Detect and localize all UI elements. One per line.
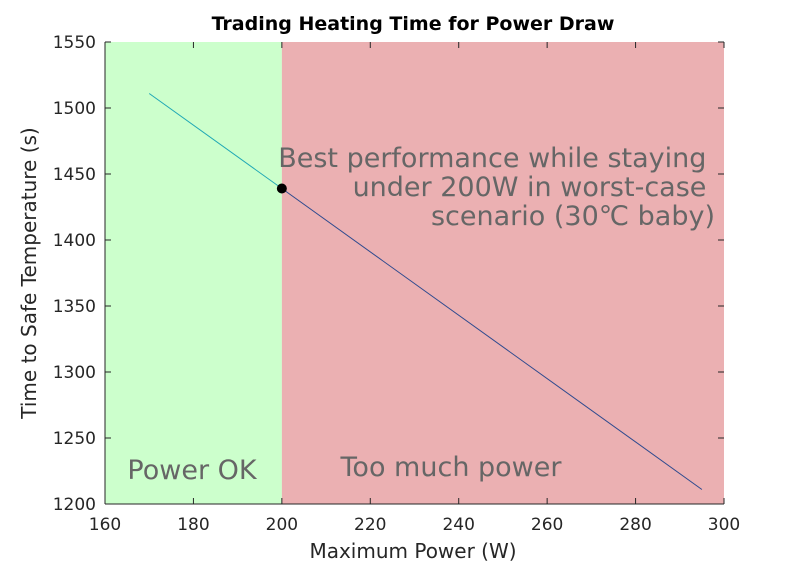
- y-tick-label-1200: 1200: [53, 495, 96, 515]
- annotation-line-3: scenario (30℃ baby): [431, 201, 715, 232]
- y-tick-label-1350: 1350: [53, 297, 96, 317]
- ticks: 160 180 200 220 240 260 280 300 1200 1250 1300 1350…: [53, 33, 740, 535]
- series-0-segment-0: [148, 93, 283, 189]
- y-tick-label-1250: 1250: [53, 429, 96, 449]
- x-tick-label-200: 200: [266, 515, 298, 535]
- y-tick-label-1450: 1450: [53, 165, 96, 185]
- chart-title: Trading Heating Time for Power Draw: [212, 13, 615, 35]
- x-tick-label-160: 160: [89, 515, 121, 535]
- x-tick-label-300: 300: [708, 515, 740, 535]
- y-axis-label: Time to Safe Temperature (s): [17, 127, 41, 419]
- y-tick-label-1300: 1300: [53, 363, 96, 383]
- annotation-line-2: under 200W in worst-case: [353, 172, 707, 203]
- region-power-ok: [105, 42, 282, 504]
- series-0-segment-1: [281, 188, 703, 490]
- series-group: [148, 93, 703, 490]
- x-tick-label-280: 280: [619, 515, 651, 535]
- x-tick-label-240: 240: [442, 515, 474, 535]
- x-tick-label-220: 220: [354, 515, 386, 535]
- annotation-text: Best performance while staying under 200…: [278, 143, 715, 232]
- axes: [104, 42, 724, 505]
- optimal-point-marker: [276, 183, 287, 194]
- x-tick-label-260: 260: [531, 515, 563, 535]
- x-tick-label-180: 180: [177, 515, 209, 535]
- region-label-power-ok: Power OK: [127, 455, 257, 486]
- y-tick-label-1500: 1500: [53, 99, 96, 119]
- background-regions: [105, 42, 724, 504]
- region-label-too-much-power: Too much power: [340, 452, 563, 483]
- y-tick-label-1400: 1400: [53, 231, 96, 251]
- y-tick-label-1550: 1550: [53, 33, 96, 53]
- x-axis-label: Maximum Power (W): [309, 539, 516, 563]
- region-labels: Power OK Too much power: [127, 452, 562, 486]
- region-too-much-power: [281, 42, 724, 504]
- annotation-line-1: Best performance while staying: [278, 143, 706, 174]
